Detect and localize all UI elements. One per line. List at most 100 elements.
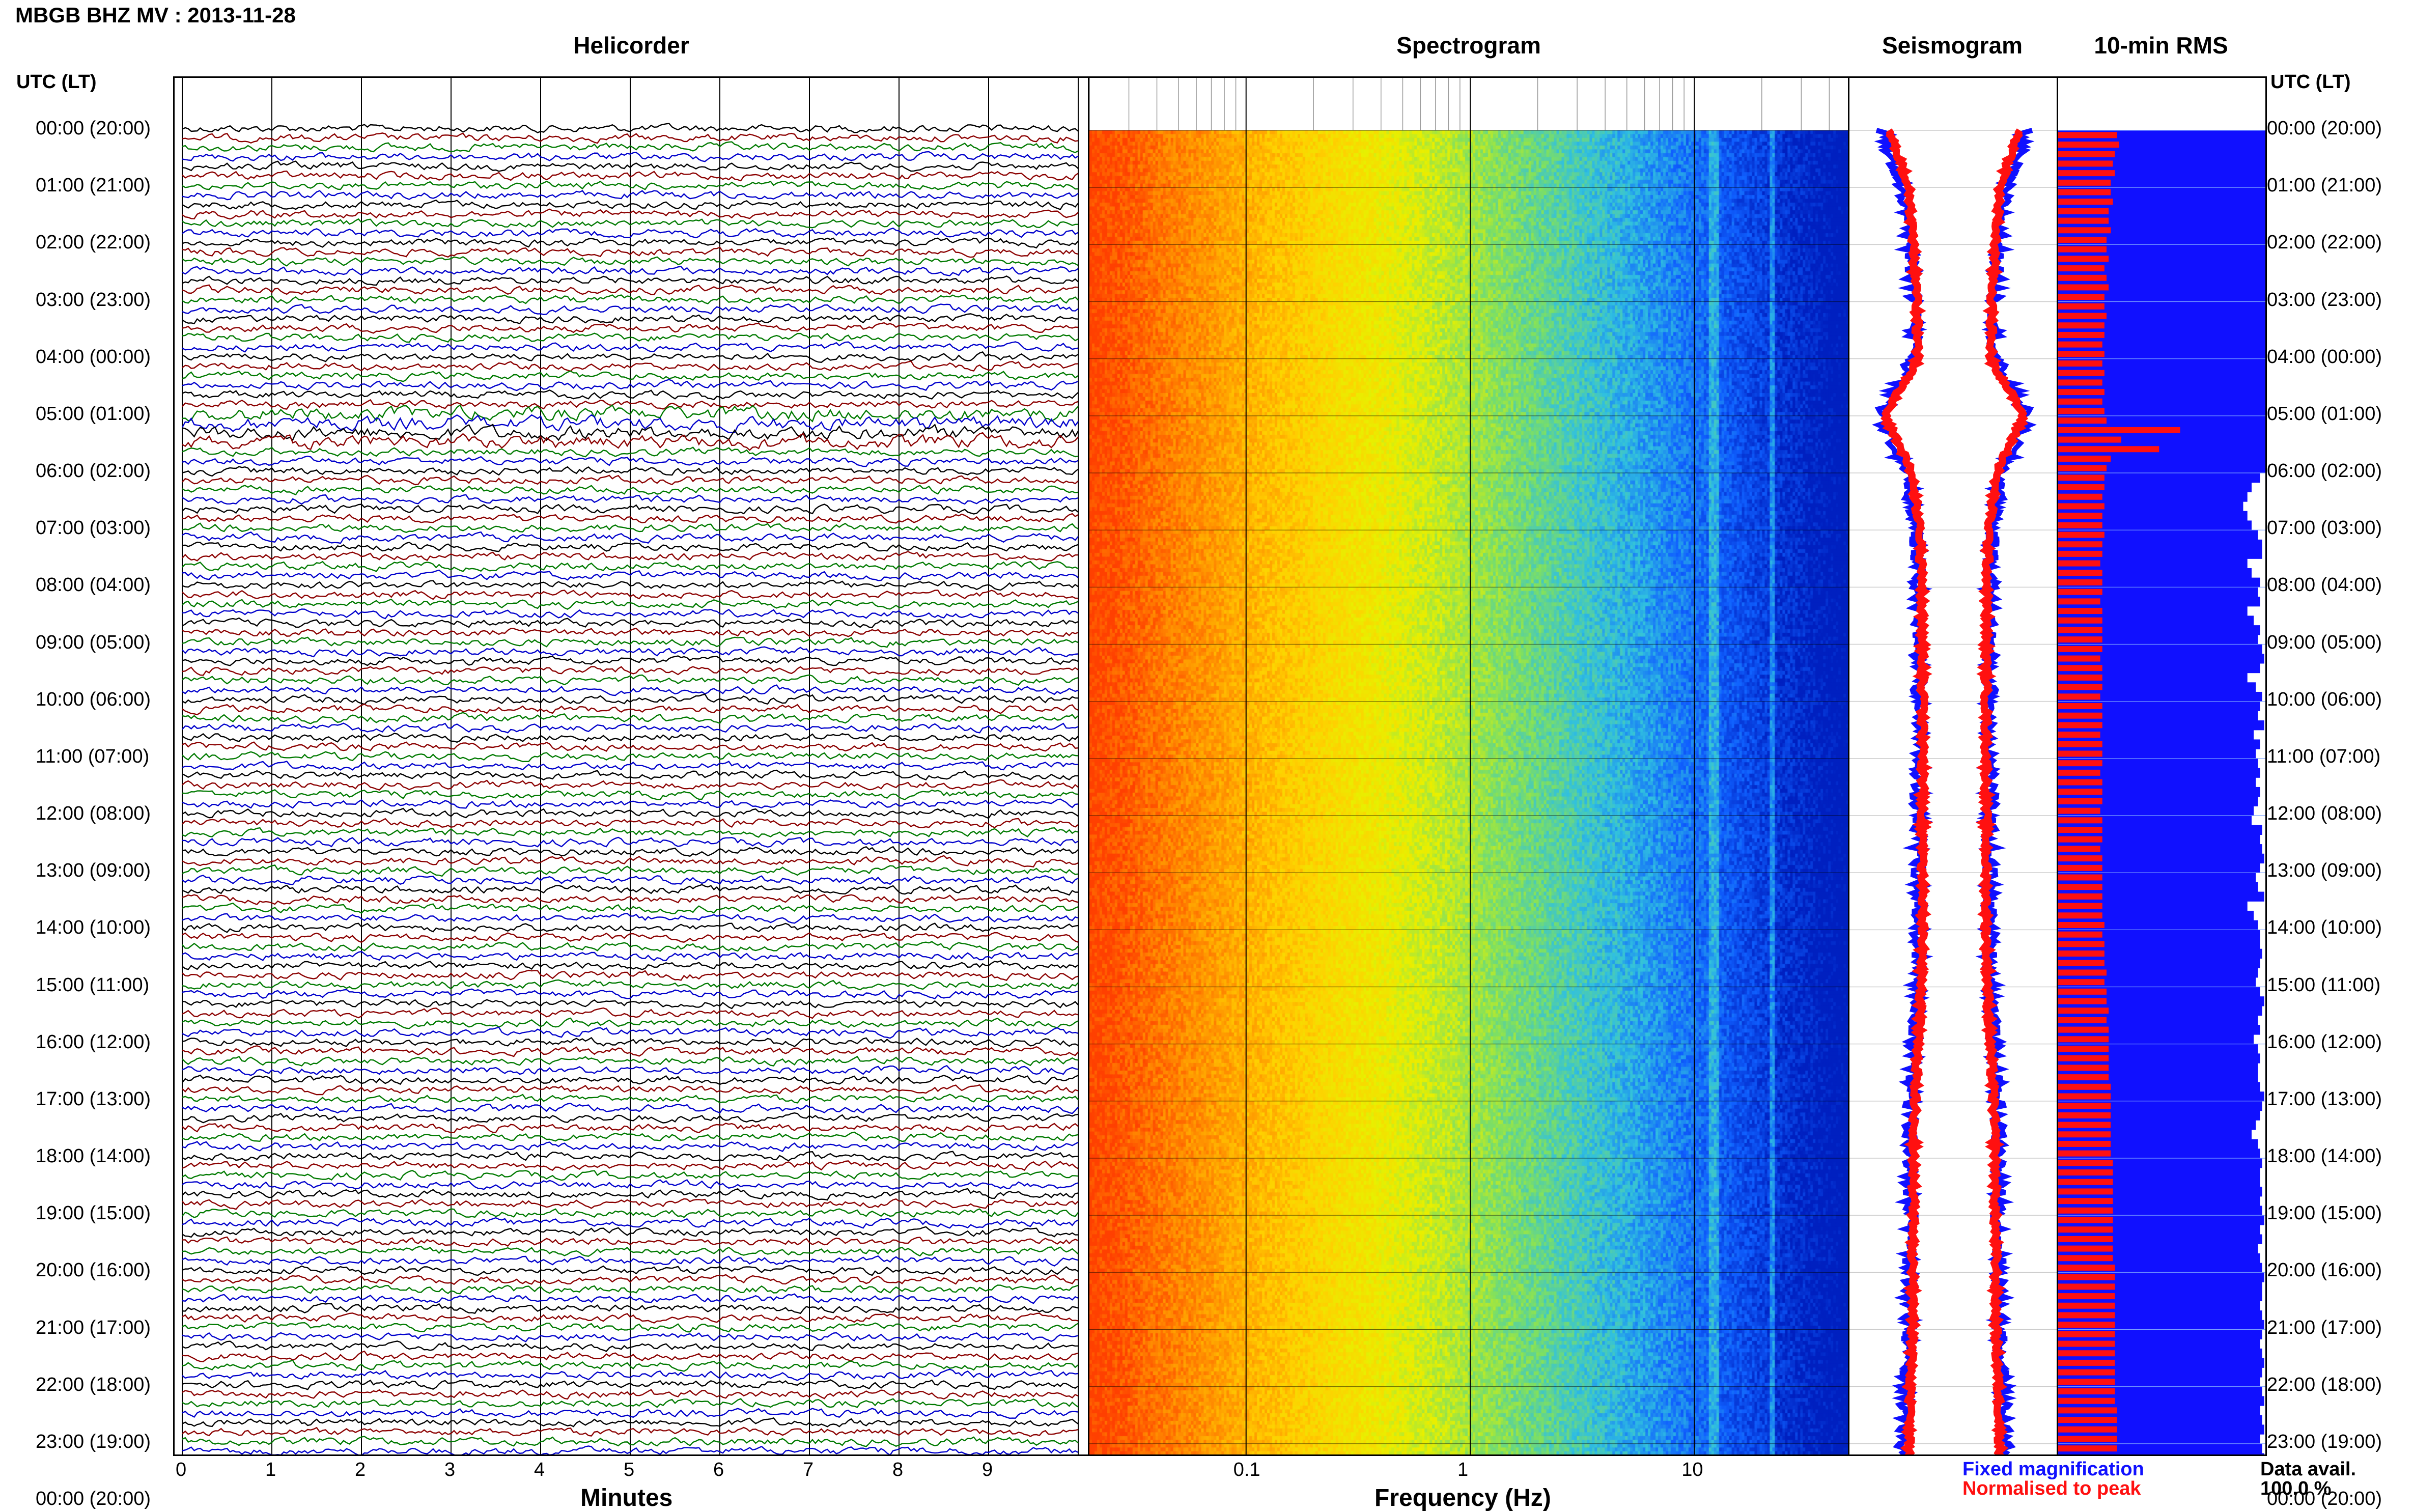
rms-value-bar: [2058, 237, 2107, 243]
rms-availability-bar: [2058, 891, 2264, 902]
rms-value-bar: [2058, 550, 2102, 557]
rms-availability-bar: [2058, 711, 2258, 721]
helicorder-trace: [182, 1350, 1079, 1362]
rms-value-bar: [2058, 1245, 2113, 1252]
time-label-right: 00:00 (20:00): [2267, 1488, 2382, 1509]
rms-value-bar: [2058, 142, 2119, 148]
rms-value-bar: [2058, 389, 2105, 396]
rms-value-bar: [2058, 960, 2105, 966]
helicorder-trace: [182, 424, 1079, 441]
time-label-left: 07:00 (03:00): [36, 517, 151, 539]
rms-value-bar: [2058, 684, 2102, 690]
rms-value-bar: [2058, 560, 2100, 567]
spectrogram-image: [1089, 78, 1848, 1454]
rms-availability-bar: [2058, 349, 2265, 359]
rms-value-bar: [2058, 941, 2105, 947]
helicorder-trace: [182, 1084, 1079, 1096]
rms-availability-bar: [2058, 397, 2265, 407]
legend-fixed-magnification: Fixed magnification: [1962, 1459, 2144, 1480]
helicorder-trace: [182, 132, 1079, 144]
rms-value-bar: [2058, 1426, 2117, 1433]
rms-availability-bar: [2058, 1015, 2258, 1025]
rms-availability-bar: [2058, 730, 2254, 740]
rms-availability-bar: [2058, 901, 2248, 911]
time-label-left: 16:00 (12:00): [36, 1031, 151, 1053]
rms-availability-bar: [2058, 682, 2256, 692]
helicorder-x-tick-label: 7: [803, 1459, 814, 1480]
rms-value-bar: [2058, 769, 2100, 776]
spectrogram-title: Spectrogram: [1396, 32, 1541, 59]
rms-value-bar: [2058, 1188, 2113, 1195]
rms-availability-bar: [2058, 882, 2258, 892]
rms-value-bar: [2058, 922, 2105, 928]
rms-value-bar: [2058, 246, 2107, 253]
rms-availability-bar: [2058, 568, 2252, 578]
time-label-right: 17:00 (13:00): [2267, 1088, 2382, 1110]
rms-value-bar: [2058, 1274, 2115, 1280]
helicorder-trace: [182, 466, 1079, 477]
rms-value-bar: [2058, 284, 2109, 291]
rms-availability-bar: [2058, 340, 2265, 350]
rms-panel: [2057, 76, 2267, 1456]
rms-value-bar: [2058, 1046, 2109, 1052]
rms-availability-bar: [2058, 1025, 2260, 1035]
helicorder-trace: [182, 598, 1079, 610]
rms-availability-bar: [2058, 320, 2265, 331]
rms-availability-bar: [2058, 387, 2265, 398]
helicorder-trace: [182, 1417, 1079, 1427]
helicorder-trace: [182, 379, 1079, 391]
rms-availability-bar: [2058, 473, 2260, 483]
spectrogram-grid: [1089, 78, 1848, 1454]
helicorder-trace: [182, 370, 1079, 382]
rms-value-bar: [2058, 665, 2102, 671]
rms-availability-bar: [2058, 368, 2265, 378]
helicorder-trace: [182, 1398, 1079, 1408]
rms-availability-bar: [2058, 216, 2265, 226]
rms-availability-bar: [2058, 996, 2264, 1006]
rms-availability-bar: [2058, 844, 2262, 854]
data-avail-label: Data avail.: [2260, 1459, 2356, 1480]
rms-value-bar: [2058, 303, 2105, 310]
helicorder-trace: [182, 432, 1079, 451]
helicorder-trace: [182, 761, 1079, 771]
helicorder-trace: [182, 969, 1079, 982]
rms-value-bar: [2058, 1055, 2109, 1061]
rms-availability-bar: [2058, 920, 2258, 930]
helicorder-plot: [181, 78, 1079, 1454]
rms-value-bar: [2058, 912, 2102, 919]
rms-value-bar: [2058, 208, 2109, 214]
helicorder-trace: [182, 902, 1079, 914]
rms-availability-bar: [2058, 758, 2258, 769]
rms-value-bar: [2058, 903, 2102, 909]
helicorder-panel: [173, 76, 1089, 1456]
helicorder-trace: [182, 855, 1079, 868]
rms-value-bar: [2058, 598, 2100, 605]
rms-value-bar: [2058, 1036, 2109, 1043]
helicorder-trace: [182, 160, 1079, 172]
rms-value-bar: [2058, 1407, 2117, 1414]
rms-availability-bar: [2058, 206, 2265, 216]
rms-value-bar: [2058, 379, 2102, 386]
helicorder-trace: [182, 875, 1079, 885]
time-label-left: 00:00 (20:00): [36, 118, 151, 139]
rms-value-bar: [2058, 341, 2102, 348]
data-avail-value: 100.0 %: [2260, 1478, 2332, 1499]
helicorder-trace: [182, 1246, 1079, 1257]
time-label-right: 04:00 (00:00): [2267, 346, 2382, 368]
rms-value-bar: [2058, 798, 2102, 804]
spectrogram-panel: [1088, 76, 1849, 1456]
helicorder-trace: [182, 561, 1079, 572]
rms-plot: [2058, 130, 2265, 1454]
helicorder-trace: [182, 485, 1079, 496]
rms-title: 10-min RMS: [2094, 32, 2228, 59]
rms-value-bar: [2058, 846, 2100, 852]
helicorder-trace: [182, 1160, 1079, 1171]
helicorder-trace: [182, 655, 1079, 666]
time-label-left: 23:00 (19:00): [36, 1431, 151, 1452]
helicorder-trace: [182, 303, 1079, 316]
rms-value-bar: [2058, 655, 2100, 662]
rms-value-bar: [2058, 1340, 2115, 1347]
helicorder-trace: [182, 1445, 1079, 1454]
helicorder-trace: [181, 414, 1079, 434]
helicorder-trace: [182, 1408, 1079, 1419]
